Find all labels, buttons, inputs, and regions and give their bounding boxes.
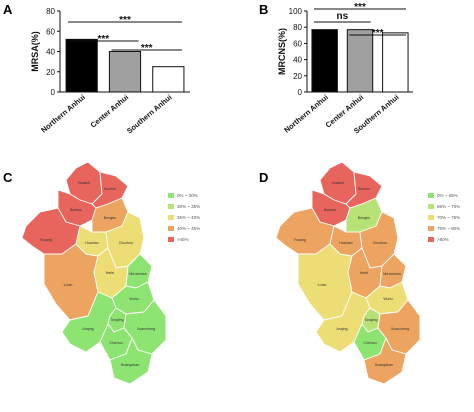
legend-swatch <box>428 237 434 242</box>
legend-mrcns: 0% ~ 65% 65% ~ 70% 70% ~ 75% 75% ~ 80% >80% <box>428 193 460 242</box>
x-category-label: Northern Anhui <box>282 93 330 135</box>
legend-swatch <box>168 193 174 198</box>
region-label: Anqing <box>336 327 347 331</box>
y-tick-label: 0 <box>298 88 303 97</box>
region-xuancheng <box>377 299 421 355</box>
region-label: Suzhou <box>104 187 116 191</box>
panel-letter-d: D <box>259 170 268 185</box>
region-lu-an <box>43 243 99 321</box>
region-label: Tongling <box>364 318 377 322</box>
x-category-label: Southern Anhui <box>125 93 174 136</box>
legend-swatch <box>168 226 174 231</box>
y-tick-label: 60 <box>293 39 302 48</box>
region-label: Anqing <box>82 327 93 331</box>
map-mrsa-anhui: Huaibei Suzhou Bozhou Fuyang Bengbu Lu'an Huai… <box>21 161 167 385</box>
bar-center-anhui <box>108 51 142 93</box>
legend-label: 65% ~ 70% <box>437 204 460 209</box>
panel-letter-b: B <box>259 2 268 17</box>
map-mrcns-anhui: Huaibei Suzhou Bozhou Fuyang Bengbu Lu'an Huai… <box>275 161 421 385</box>
legend-label: 35% ~ 40% <box>177 215 200 220</box>
legend-swatch <box>428 226 434 231</box>
region-label: Huangshan <box>375 363 393 367</box>
significance-label: *** <box>141 43 153 54</box>
y-tick-label: 0 <box>51 88 56 97</box>
region-label: Chizhou <box>363 341 376 345</box>
region-label: Wuhu <box>383 297 392 301</box>
region-label: Huaibei <box>78 181 90 185</box>
region-label: Wuhu <box>129 297 138 301</box>
legend-swatch <box>428 193 434 198</box>
region-label: Bozhou <box>324 208 336 212</box>
region-label: Hefei <box>360 271 369 275</box>
region-lu-an <box>297 243 353 321</box>
region-label: Ma'anshan <box>129 272 146 276</box>
legend-label: 75% ~ 80% <box>437 226 460 231</box>
panel-letter-c: C <box>3 170 13 185</box>
region-label: Chuzhou <box>373 241 387 245</box>
region-label: Fuyang <box>40 238 52 242</box>
significance-label: ns <box>336 11 348 22</box>
region-label: Hefei <box>106 271 115 275</box>
region-label: Lu'an <box>318 283 327 287</box>
bar-southern-anhui <box>382 32 409 93</box>
region-label: Xuancheng <box>137 327 155 331</box>
y-tick-label: 40 <box>46 48 55 57</box>
region-label: Bengbu <box>358 216 370 220</box>
legend-label: 0% ~ 30% <box>177 193 198 198</box>
region-label: Chizhou <box>109 341 122 345</box>
legend-swatch <box>168 204 174 209</box>
region-label: Bengbu <box>104 216 116 220</box>
y-tick-label: 40 <box>293 56 302 65</box>
region-label: Fuyang <box>294 238 306 242</box>
legend-label: 0% ~ 65% <box>437 193 458 198</box>
legend-swatch <box>428 204 434 209</box>
y-tick-label: 60 <box>46 27 55 36</box>
region-label: Bozhou <box>70 208 82 212</box>
bar-northern-anhui <box>65 38 98 93</box>
y-axis-label: MRSA(%) <box>30 31 40 72</box>
region-label: Lu'an <box>64 283 73 287</box>
region-label: Huaibei <box>332 181 344 185</box>
significance-label: *** <box>97 34 109 45</box>
region-label: Suzhou <box>358 187 370 191</box>
region-label: Huangshan <box>121 363 139 367</box>
legend-label: >80% <box>437 237 449 242</box>
bar-northern-anhui <box>311 29 338 93</box>
y-tick-label: 80 <box>46 7 55 16</box>
legend-mrsa: 0% ~ 30% 30% ~ 35% 35% ~ 40% 40% ~ 45% >45% <box>168 193 200 242</box>
x-category-label: Center Anhui <box>89 93 131 130</box>
region-label: Chuzhou <box>119 241 133 245</box>
region-huangshan <box>363 337 407 385</box>
legend-swatch <box>428 215 434 220</box>
region-label: Huainan <box>339 241 352 245</box>
y-tick-label: 20 <box>293 72 302 81</box>
significance-label: *** <box>119 15 131 26</box>
significance-label: *** <box>372 28 384 39</box>
panel-letter-a: A <box>3 2 13 17</box>
region-huangshan <box>109 337 153 385</box>
bar-center-anhui <box>346 29 374 93</box>
region-label: Ma'anshan <box>383 272 400 276</box>
legend-swatch <box>168 215 174 220</box>
region-label: Tongling <box>110 318 123 322</box>
legend-label: >45% <box>177 237 189 242</box>
bar-chart-mrsa: 0 20 40 60 80 MRSA(%) Northern Anhui Center Anh… <box>30 7 190 136</box>
legend-swatch <box>168 237 174 242</box>
y-axis-label: MRCNS(%) <box>277 28 287 75</box>
bar-southern-anhui <box>152 66 185 93</box>
legend-label: 70% ~ 75% <box>437 215 460 220</box>
x-category-label: Northern Anhui <box>39 93 87 135</box>
region-label: Xuancheng <box>391 327 409 331</box>
legend-label: 30% ~ 35% <box>177 204 200 209</box>
legend-label: 40% ~ 45% <box>177 226 200 231</box>
y-tick-label: 20 <box>46 68 55 77</box>
significance-label: *** <box>354 2 366 13</box>
y-tick-label: 100 <box>289 7 303 16</box>
region-xuancheng <box>123 299 167 355</box>
y-tick-label: 80 <box>293 23 302 32</box>
region-label: Huainan <box>85 241 98 245</box>
